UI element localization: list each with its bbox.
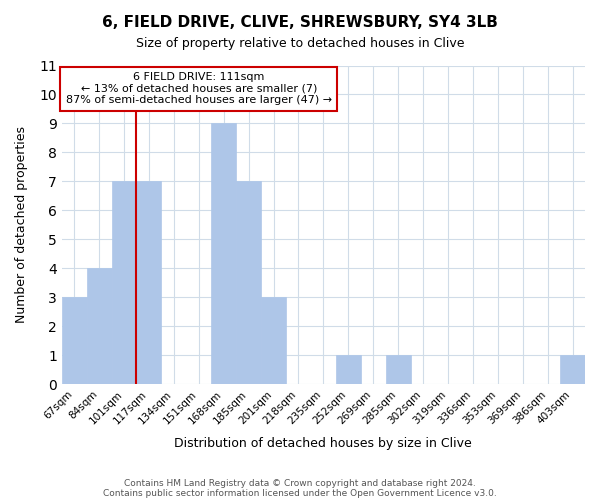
Bar [136,182,161,384]
Y-axis label: Number of detached properties: Number of detached properties [15,126,28,324]
Bar [236,182,261,384]
Text: 6 FIELD DRIVE: 111sqm
← 13% of detached houses are smaller (7)
87% of semi-detac: 6 FIELD DRIVE: 111sqm ← 13% of detached … [66,72,332,106]
Bar [336,355,361,384]
Text: Contains HM Land Registry data © Crown copyright and database right 2024.: Contains HM Land Registry data © Crown c… [124,478,476,488]
Bar [112,182,136,384]
Bar [560,355,585,384]
Bar [386,355,410,384]
Text: Size of property relative to detached houses in Clive: Size of property relative to detached ho… [136,38,464,51]
Bar [86,268,112,384]
Bar [62,298,86,384]
Text: 6, FIELD DRIVE, CLIVE, SHREWSBURY, SY4 3LB: 6, FIELD DRIVE, CLIVE, SHREWSBURY, SY4 3… [102,15,498,30]
X-axis label: Distribution of detached houses by size in Clive: Distribution of detached houses by size … [175,437,472,450]
Bar [261,298,286,384]
Bar [211,124,236,384]
Text: Contains public sector information licensed under the Open Government Licence v3: Contains public sector information licen… [103,488,497,498]
